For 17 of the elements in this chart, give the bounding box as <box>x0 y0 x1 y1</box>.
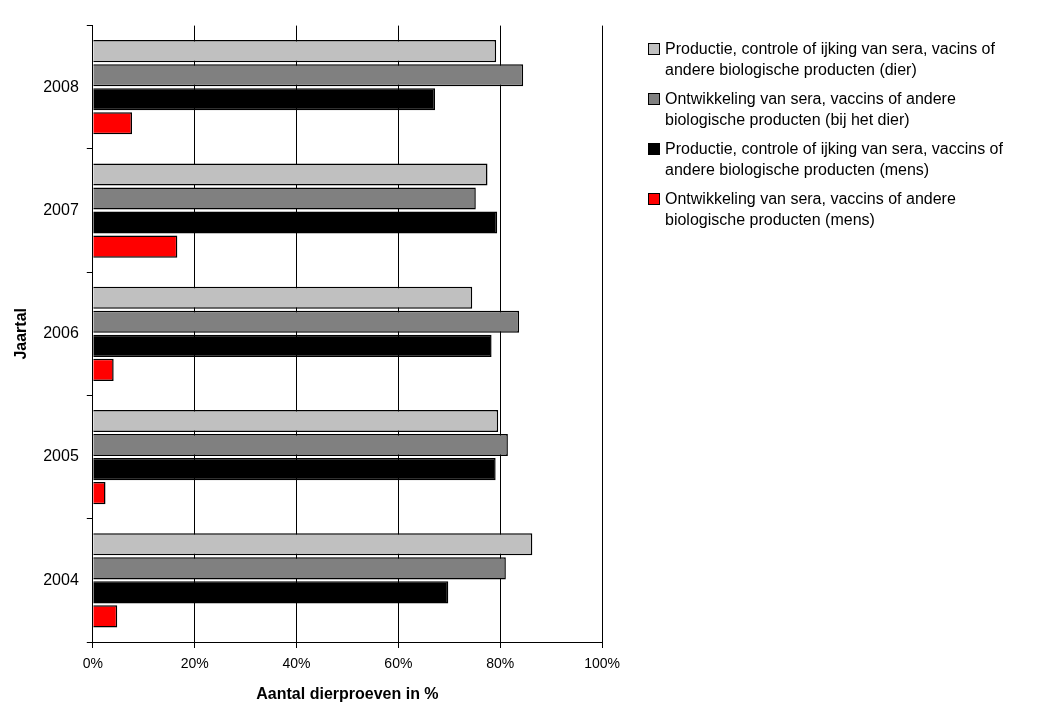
y-tick-label: 2006 <box>43 324 79 342</box>
x-tick-label: 0% <box>82 655 103 672</box>
y-axis-title: Jaartal <box>12 308 30 360</box>
legend-label: Productie, controle of ijking van sera, vacins of andere biologische producten (dier) <box>665 39 996 80</box>
x-tick-label: 20% <box>180 655 209 672</box>
y-tick-label: 2008 <box>43 77 79 95</box>
legend-label: Productie, controle of ijking van sera, vaccins of andere biologische producten (mens) <box>665 139 1004 180</box>
legend-label: Ontwikkeling van sera, vaccins of andere biologische producten (bij het dier) <box>665 89 957 130</box>
x-tick-label: 40% <box>282 655 311 672</box>
x-axis-title: Aantal dierproeven in % <box>256 684 439 702</box>
legend-label: Ontwikkeling van sera, vaccins of andere biologische producten (mens) <box>665 189 957 230</box>
x-tick-label: 80% <box>486 655 515 672</box>
y-tick-label: 2004 <box>43 570 79 588</box>
x-tick-label: 100% <box>584 655 620 672</box>
x-tick-label: 60% <box>384 655 413 672</box>
y-tick-label: 2005 <box>43 447 79 465</box>
y-tick-label: 2007 <box>43 200 79 218</box>
